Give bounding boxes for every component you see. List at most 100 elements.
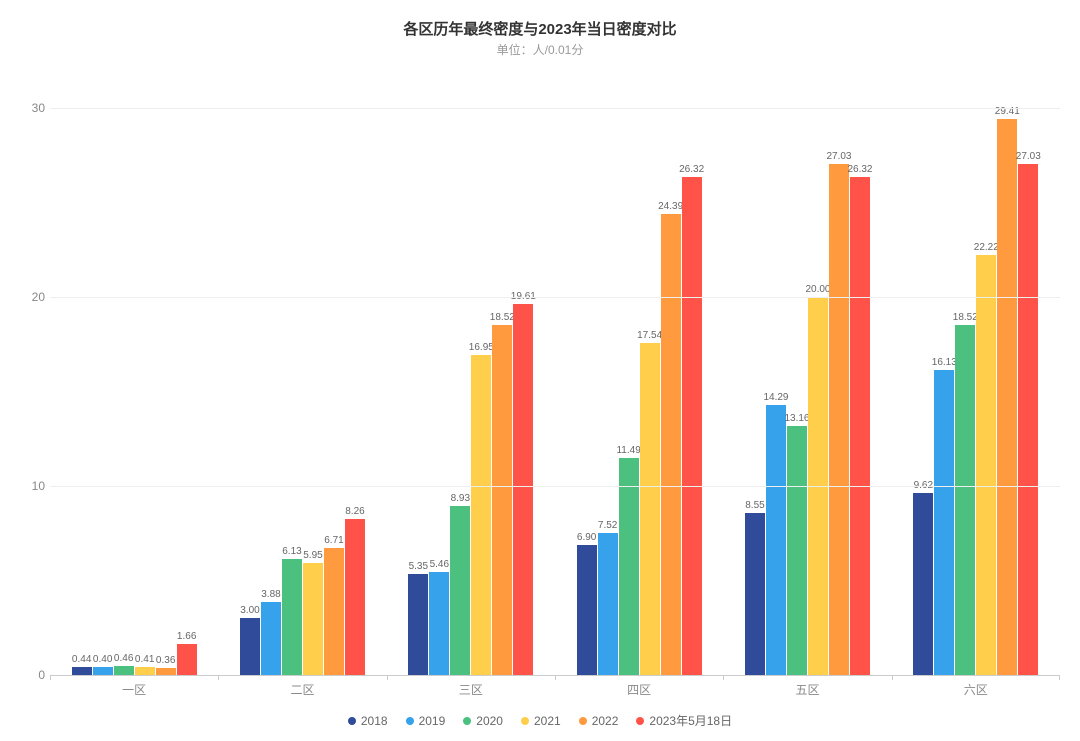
bar-group: 8.5514.2913.1620.0027.0326.32五区 bbox=[723, 70, 891, 675]
bar-value-label: 1.66 bbox=[177, 631, 196, 642]
density-bar-chart: 各区历年最终密度与2023年当日密度对比 单位：人/0.01分 0.440.40… bbox=[0, 0, 1080, 741]
bar: 8.93 bbox=[450, 506, 470, 675]
legend-item: 2022 bbox=[579, 712, 619, 729]
bar-value-label: 3.00 bbox=[240, 605, 259, 616]
bar: 3.00 bbox=[240, 618, 260, 675]
bar: 27.03 bbox=[1018, 164, 1038, 675]
bar: 22.22 bbox=[976, 255, 996, 675]
bar-value-label: 6.71 bbox=[324, 535, 343, 546]
category-label: 二区 bbox=[218, 681, 386, 698]
legend-label: 2020 bbox=[476, 714, 503, 728]
bar-value-label: 16.13 bbox=[932, 357, 957, 368]
y-tick-label: 20 bbox=[20, 290, 45, 304]
y-tick-label: 10 bbox=[20, 479, 45, 493]
legend-label: 2023年5月18日 bbox=[649, 712, 732, 729]
bar-value-label: 18.52 bbox=[953, 312, 978, 323]
legend-item: 2023年5月18日 bbox=[636, 712, 732, 729]
bar-value-label: 18.52 bbox=[490, 312, 515, 323]
bar-value-label: 7.52 bbox=[598, 520, 617, 531]
bar: 3.88 bbox=[261, 602, 281, 675]
bar: 29.41 bbox=[997, 119, 1017, 675]
bar-value-label: 0.36 bbox=[156, 655, 175, 666]
bar: 13.16 bbox=[787, 426, 807, 675]
chart-title: 各区历年最终密度与2023年当日密度对比 bbox=[30, 18, 1050, 39]
bar: 27.03 bbox=[829, 164, 849, 675]
category-label: 六区 bbox=[892, 681, 1060, 698]
y-tick-label: 30 bbox=[20, 101, 45, 115]
category-label: 五区 bbox=[723, 681, 891, 698]
bar: 16.95 bbox=[471, 355, 491, 675]
bar: 18.52 bbox=[492, 325, 512, 675]
bar: 24.39 bbox=[661, 214, 681, 675]
bar-value-label: 3.88 bbox=[261, 589, 280, 600]
bar: 0.36 bbox=[156, 668, 176, 675]
bar: 11.49 bbox=[619, 458, 639, 675]
bar-value-label: 5.35 bbox=[409, 561, 428, 572]
bar-group: 3.003.886.135.956.718.26二区 bbox=[218, 70, 386, 675]
bar-value-label: 16.95 bbox=[469, 342, 494, 353]
bar-value-label: 6.90 bbox=[577, 532, 596, 543]
bar-value-label: 27.03 bbox=[826, 151, 851, 162]
legend-swatch bbox=[521, 717, 529, 725]
chart-subtitle: 单位：人/0.01分 bbox=[30, 41, 1050, 58]
bar-value-label: 0.44 bbox=[72, 654, 91, 665]
bar: 0.41 bbox=[135, 667, 155, 675]
legend: 2018 2019 2020 2021 2022 2023年5月18日 bbox=[0, 712, 1080, 729]
bar-value-label: 8.55 bbox=[745, 500, 764, 511]
bar: 0.40 bbox=[93, 667, 113, 675]
bar-value-label: 6.13 bbox=[282, 546, 301, 557]
bar-group: 9.6216.1318.5222.2229.4127.03六区 bbox=[892, 70, 1060, 675]
bar: 26.32 bbox=[682, 177, 702, 675]
legend-swatch bbox=[406, 717, 414, 725]
bar: 1.66 bbox=[177, 644, 197, 675]
bar: 5.35 bbox=[408, 574, 428, 675]
bar: 8.55 bbox=[745, 513, 765, 675]
bar-value-label: 17.54 bbox=[637, 330, 662, 341]
bar-value-label: 26.32 bbox=[847, 164, 872, 175]
bar: 5.46 bbox=[429, 572, 449, 675]
bar-value-label: 5.95 bbox=[303, 550, 322, 561]
legend-swatch bbox=[636, 717, 644, 725]
bar-groups: 0.440.400.460.410.361.66一区3.003.886.135.… bbox=[50, 70, 1060, 675]
legend-swatch bbox=[348, 717, 356, 725]
bar-group: 6.907.5211.4917.5424.3926.32四区 bbox=[555, 70, 723, 675]
bar-value-label: 0.46 bbox=[114, 653, 133, 664]
category-label: 四区 bbox=[555, 681, 723, 698]
category-label: 三区 bbox=[387, 681, 555, 698]
legend-swatch bbox=[579, 717, 587, 725]
bar-value-label: 26.32 bbox=[679, 164, 704, 175]
y-tick-label: 0 bbox=[20, 668, 45, 682]
legend-item: 2019 bbox=[406, 712, 446, 729]
bar-value-label: 20.00 bbox=[805, 284, 830, 295]
bar: 6.90 bbox=[577, 545, 597, 675]
legend-label: 2018 bbox=[361, 714, 388, 728]
bar-value-label: 8.26 bbox=[345, 506, 364, 517]
legend-item: 2018 bbox=[348, 712, 388, 729]
bar-value-label: 5.46 bbox=[430, 559, 449, 570]
legend-item: 2020 bbox=[463, 712, 503, 729]
bar-value-label: 14.29 bbox=[763, 392, 788, 403]
bar: 14.29 bbox=[766, 405, 786, 675]
bar-group: 5.355.468.9316.9518.5219.61三区 bbox=[387, 70, 555, 675]
bar-value-label: 0.40 bbox=[93, 654, 112, 665]
legend-swatch bbox=[463, 717, 471, 725]
plot-area: 0.440.400.460.410.361.66一区3.003.886.135.… bbox=[50, 70, 1060, 676]
legend-label: 2019 bbox=[419, 714, 446, 728]
bar-value-label: 0.41 bbox=[135, 654, 154, 665]
bar: 18.52 bbox=[955, 325, 975, 675]
bar: 17.54 bbox=[640, 343, 660, 675]
bar-value-label: 27.03 bbox=[1016, 151, 1041, 162]
bar: 19.61 bbox=[513, 304, 533, 675]
bar: 0.46 bbox=[114, 666, 134, 675]
bar: 16.13 bbox=[934, 370, 954, 675]
bar: 9.62 bbox=[913, 493, 933, 675]
bar: 6.13 bbox=[282, 559, 302, 675]
legend-item: 2021 bbox=[521, 712, 561, 729]
bar: 26.32 bbox=[850, 177, 870, 675]
bar: 5.95 bbox=[303, 563, 323, 675]
bar-value-label: 11.49 bbox=[616, 445, 640, 456]
bar-value-label: 13.16 bbox=[784, 413, 809, 424]
bar: 8.26 bbox=[345, 519, 365, 675]
bar: 7.52 bbox=[598, 533, 618, 675]
legend-label: 2022 bbox=[592, 714, 619, 728]
